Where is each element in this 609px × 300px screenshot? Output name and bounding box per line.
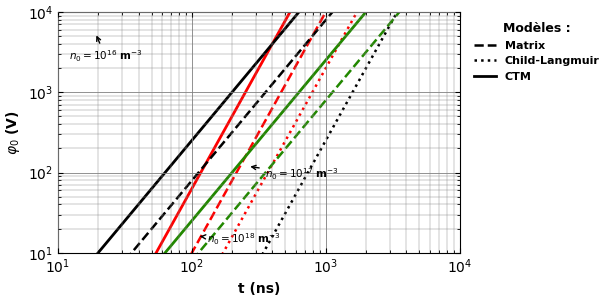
Text: $n_0 = 10^{18}$ m$^{-3}$: $n_0 = 10^{18}$ m$^{-3}$	[201, 232, 281, 248]
Legend: Matrix, Child-Langmuir, CTM: Matrix, Child-Langmuir, CTM	[470, 17, 604, 86]
Text: $n_0 = 10^{17}$ m$^{-3}$: $n_0 = 10^{17}$ m$^{-3}$	[252, 165, 339, 182]
Text: $n_0 = 10^{16}$ m$^{-3}$: $n_0 = 10^{16}$ m$^{-3}$	[69, 37, 143, 64]
Y-axis label: $\varphi_0$ (V): $\varphi_0$ (V)	[4, 110, 22, 155]
X-axis label: t (ns): t (ns)	[238, 282, 280, 296]
